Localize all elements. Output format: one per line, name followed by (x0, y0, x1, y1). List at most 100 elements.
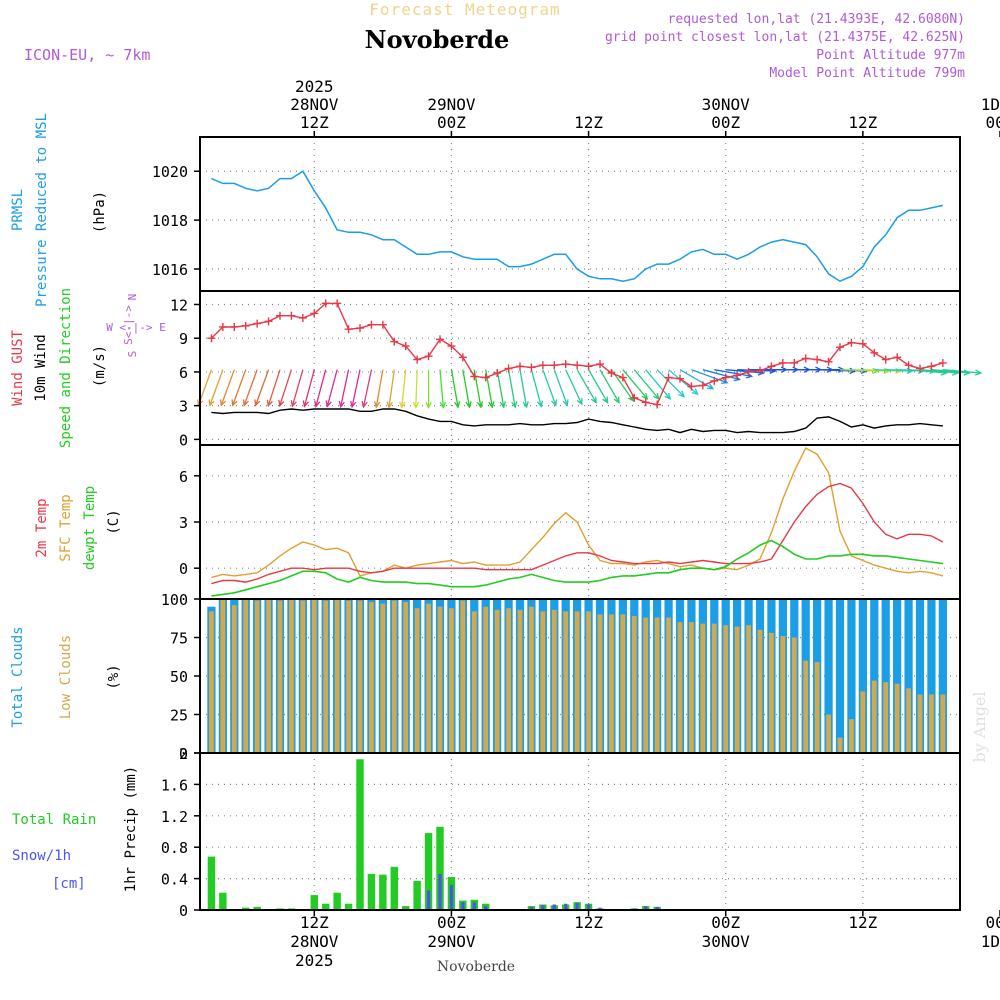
wind-arrow-head (338, 400, 345, 409)
gust-marker (344, 325, 353, 334)
wind-arrow (507, 369, 516, 408)
gust-marker (321, 299, 330, 308)
rain-bar (379, 874, 387, 910)
bottom-time-label: 12Z (848, 913, 877, 932)
total-cloud-bar (915, 599, 925, 753)
rain-bar (390, 866, 398, 910)
compass-s2: S<-|-> (122, 305, 135, 345)
wind-arrow (942, 369, 981, 374)
y-tick-label: 1.6 (161, 776, 188, 794)
t2m-label: 2m Temp (34, 498, 50, 557)
total-cloud-bar (824, 599, 833, 753)
wind-speed-line (211, 408, 943, 434)
y-tick-label: 25 (170, 707, 188, 725)
total-cloud-bar (870, 599, 879, 753)
wind-arrow-head (652, 392, 660, 400)
gust-marker (618, 373, 627, 382)
wind-arrow-head (499, 401, 506, 409)
low-cloud-bar (609, 614, 614, 753)
low-cloud-bar (574, 611, 580, 753)
footer-location: Novoberde (437, 959, 515, 975)
low-cloud-bar (323, 600, 329, 753)
rain-bar (413, 880, 421, 910)
rain-bar (367, 873, 376, 910)
wind-arrow (279, 369, 293, 407)
pressure-line (211, 170, 944, 283)
wind-arrow-head (706, 383, 715, 390)
low-cloud-bar (506, 608, 511, 753)
gust-marker (481, 373, 490, 382)
y-tick-label: 75 (170, 630, 188, 648)
gust-marker (401, 342, 410, 351)
wind-arrow (209, 369, 224, 406)
dewpt-label: dewpt Temp (82, 486, 98, 570)
wind-arrow (622, 369, 648, 400)
wind-arrow (473, 369, 482, 408)
wind-arrow (439, 369, 444, 408)
low-cloud-bar (769, 632, 774, 753)
low-cloud-bar (289, 599, 294, 753)
y-tick-label: 6 (179, 468, 188, 486)
y-tick-label: 1.2 (161, 808, 188, 826)
gust-marker (264, 317, 273, 326)
snow-bar (586, 904, 591, 910)
gust-marker (744, 367, 753, 376)
snow-bar (529, 906, 534, 910)
low-cloud-bar (471, 611, 477, 753)
wind-arrow (702, 369, 740, 381)
low-cloud-bar (860, 691, 866, 753)
low-cloud-bar (311, 599, 317, 753)
rain-bar (333, 892, 341, 910)
gust-marker (550, 361, 559, 370)
low-cloud-bar (689, 622, 694, 753)
low-cloud-bar (369, 602, 374, 753)
gust-marker (333, 299, 342, 308)
low-cloud-bar (494, 609, 500, 753)
snow-bar (484, 906, 488, 910)
low-cloud-bar (894, 683, 900, 753)
low-cloud-bar (517, 609, 523, 753)
bottom-time-label: 12Z (574, 913, 603, 932)
snow-bar (575, 902, 579, 910)
low-cloud-bar (883, 682, 889, 753)
gust-marker (664, 373, 673, 382)
low-cloud-bar (791, 637, 797, 753)
low-cloud-bar (529, 606, 534, 753)
top-time-label: 29NOV (427, 95, 476, 114)
bottom-time-label: 28NOV (290, 932, 339, 951)
low-cloud-bar (586, 611, 591, 753)
gust-marker (641, 398, 650, 407)
wind-arrow (599, 369, 620, 403)
gust-marker (927, 362, 936, 371)
gust-marker (790, 358, 799, 367)
top-time-label: 30NOV (702, 95, 751, 114)
wind-arrow (576, 369, 597, 403)
low-cloud-bar (551, 609, 557, 753)
wind-arrow-head (602, 396, 609, 404)
wind-arrow (315, 369, 327, 407)
grid-point-coords: grid point closest lon,lat (21.4375E, 42… (605, 30, 965, 45)
wind-arrow-head (399, 401, 406, 409)
y-tick-label: 3 (179, 398, 188, 416)
low-clouds-label: Low Clouds (58, 635, 74, 719)
low-cloud-bar (426, 603, 431, 753)
top-time-label: 12Z (574, 113, 603, 132)
low-cloud-bar (803, 660, 809, 753)
snow-label: Snow/1h (12, 848, 71, 864)
wind-arrow-head (361, 400, 368, 409)
gust-marker (870, 348, 879, 357)
wind-arrow (668, 369, 699, 395)
wind-arrow-head (576, 398, 583, 406)
gust-marker (447, 342, 456, 351)
snow-bar (461, 902, 465, 910)
gust-marker (858, 339, 867, 348)
wind-arrow-head (242, 399, 249, 407)
y-tick-label: 0 (179, 560, 188, 578)
wind-arrow-head (266, 399, 273, 408)
wind-arrow-head (220, 399, 227, 407)
top-time-label: 2025 (295, 77, 334, 96)
gust-marker (938, 358, 947, 367)
compass-s: S (126, 351, 139, 358)
wind-arrow-head (613, 396, 620, 404)
top-time-label: 00Z (986, 113, 1000, 132)
